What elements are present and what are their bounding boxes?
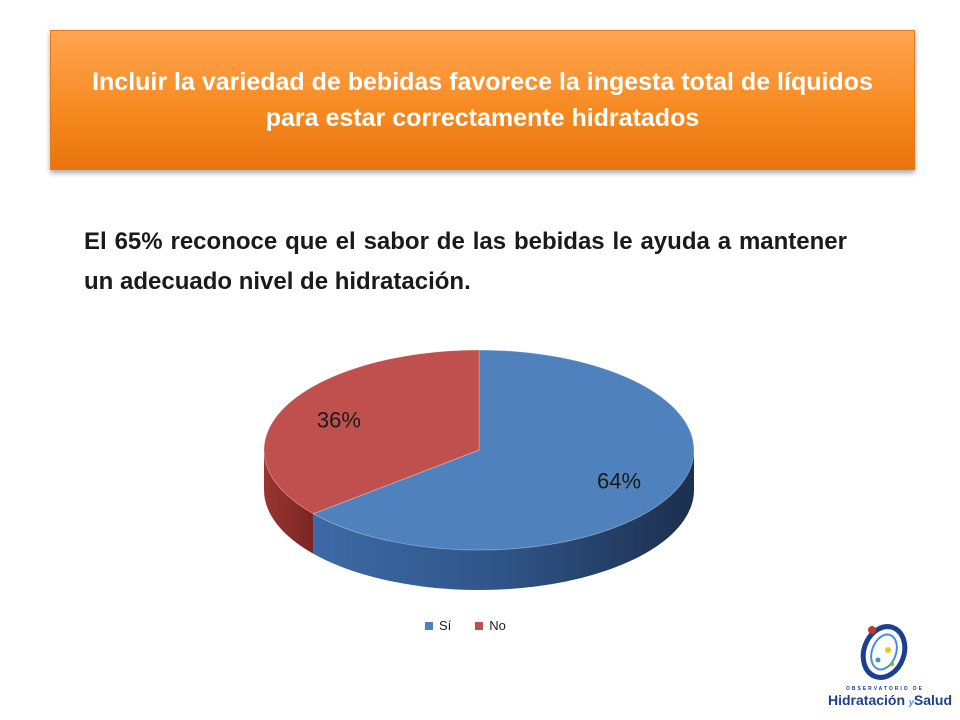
logo-salud: Salud [913, 692, 953, 708]
pie-slice-si [312, 349, 695, 551]
slide-subtitle: El 65% reconoce que el sabor de las bebi… [84, 228, 847, 295]
legend-swatch-no [475, 621, 484, 630]
pie-side-si [313, 450, 694, 590]
title-banner: Incluir la variedad de bebidas favorece … [50, 30, 915, 170]
observatorio-logo-icon [860, 624, 908, 680]
legend-item-no: No [475, 618, 506, 633]
legend-label-no: No [489, 618, 506, 633]
logo-observatorio-text: OBSERVATORIO DE [846, 686, 924, 692]
logo-hidratacion: Hidratación [828, 692, 906, 708]
pie-slice-no [263, 349, 480, 515]
chart-legend: Sí No [425, 618, 530, 633]
logo-name: Hidratación ySalud [828, 692, 952, 708]
slide-title: Incluir la variedad de bebidas favorece … [92, 68, 873, 132]
legend-item-si: Sí [425, 618, 451, 633]
logo-y: y [908, 697, 914, 707]
legend-swatch-si [425, 621, 433, 630]
data-label-si: 64% [597, 469, 641, 494]
data-label-no: 36% [317, 407, 361, 432]
pie-side-no [264, 450, 314, 554]
legend-label-si: Sí [439, 618, 452, 633]
